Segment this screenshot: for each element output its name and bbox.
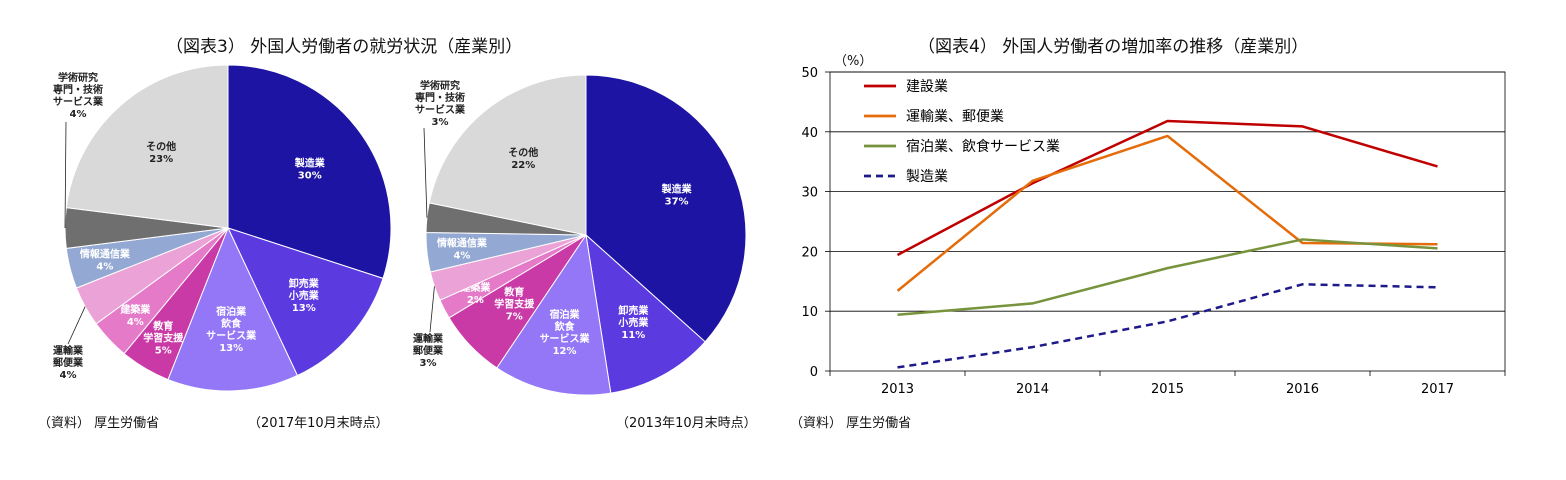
- pie-slice: [65, 64, 229, 229]
- pie-slice-label: その他 23%: [146, 140, 176, 165]
- pie-slice-label: 建築業 4%: [119, 303, 151, 328]
- y-tick-label: 40: [801, 126, 818, 141]
- pie-slice-label: 教育学習支援 5%: [143, 319, 184, 356]
- pie-slice: [585, 74, 747, 343]
- legend-label: 建設業: [906, 79, 948, 95]
- pie-slice-label: その他 22%: [508, 146, 538, 171]
- y-tick-label: 0: [810, 365, 818, 380]
- pie-slice-label: 情報通信業 4%: [80, 248, 131, 273]
- pie-slice-label: 運輸業郵便業 4%: [53, 344, 84, 381]
- pie-slice-label: 運輸業郵便業 3%: [413, 332, 444, 369]
- x-tick-label: 2015: [1151, 382, 1184, 397]
- legend-label: 運輸業、郵便業: [906, 109, 1004, 125]
- fig4-source: （資料） 厚生労働省: [790, 416, 912, 431]
- pie-slice: [227, 64, 392, 280]
- x-tick-label: 2016: [1286, 382, 1319, 397]
- fig3-caption-2017: （2017年10月末時点）: [248, 416, 389, 431]
- pie-slice-label: 製造業 30%: [294, 157, 326, 182]
- series-line: [896, 119, 1438, 257]
- y-tick-label: 30: [801, 186, 818, 201]
- pie-slice-label: 宿泊業飲食サービス業 13%: [206, 305, 257, 354]
- plot-frame: [829, 71, 1506, 372]
- pie-slice-label: 製造業 37%: [661, 183, 693, 208]
- pie-leader-line: [423, 127, 428, 218]
- series-line: [897, 283, 1438, 369]
- fig4-title: （図表4） 外国人労働者の増加率の推移（産業別）: [918, 37, 1309, 57]
- legend-label: 宿泊業、飲食サービス業: [906, 138, 1060, 155]
- pie-slice-label: 情報通信業 4%: [437, 237, 488, 262]
- pie-chart-2013: 製造業 37%卸売業小売業 11%宿泊業飲食サービス業 12%教育学習支援 7%建築業 2…: [413, 74, 747, 396]
- pie-slice-label: 学術研究専門・技術サービス業 4%: [53, 71, 104, 120]
- fig3-source: （資料） 厚生労働省: [38, 416, 160, 431]
- pie-slice: [585, 233, 706, 394]
- pie-slice: [227, 227, 384, 377]
- legend-label: 製造業: [906, 169, 948, 185]
- pie-slice: [167, 226, 299, 392]
- pie-leader-line: [67, 306, 86, 345]
- x-tick-label: 2017: [1421, 382, 1454, 397]
- y-tick-label: 20: [801, 245, 818, 260]
- x-tick-label: 2013: [881, 382, 914, 397]
- pie-slice: [428, 74, 587, 236]
- series-line: [897, 238, 1438, 317]
- pie-leader-line: [429, 286, 435, 333]
- y-tick-label: 50: [801, 66, 818, 81]
- pie-slice-label: 卸売業小売業 13%: [288, 277, 320, 314]
- pie-slice: [496, 233, 612, 396]
- pie-slice-label: 卸売業小売業 11%: [617, 304, 649, 341]
- pie-slice-label: 学術研究専門・技術サービス業 3%: [415, 79, 466, 128]
- x-tick-label: 2014: [1016, 382, 1049, 397]
- fig3-caption-2013: （2013年10月末時点）: [616, 416, 757, 431]
- y-tick-label: 10: [801, 305, 818, 320]
- fig3-panel: （図表3） 外国人労働者の就労状況（産業別） 製造業 30% 卸売業小売業 13% 宿泊…: [0, 0, 780, 480]
- pie-slice-label: 教育学習支援 7%: [494, 285, 535, 322]
- pie-chart-2017: 製造業 30% 卸売業小売業 13% 宿泊業飲食サービス業 13% 教育学習支援 5%建築業 4…: [53, 64, 392, 392]
- fig3-title: （図表3） 外国人労働者の就労状況（産業別）: [166, 37, 523, 57]
- pie-leader-line: [64, 121, 67, 229]
- pie-slice-label: 宿泊業飲食サービス業 12%: [540, 308, 591, 357]
- fig4-y-unit: （%）: [834, 54, 873, 69]
